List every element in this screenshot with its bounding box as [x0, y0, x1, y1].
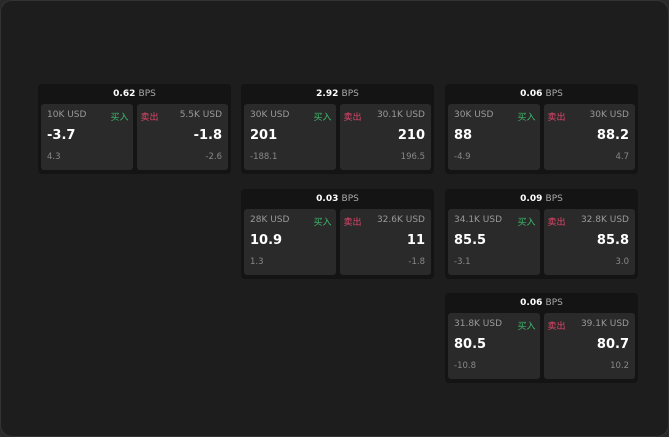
- sell-label: 卖出: [343, 218, 362, 228]
- buy-change: -10.8: [454, 361, 476, 371]
- buy-label: 买入: [517, 113, 536, 123]
- spread-value: 2.92: [316, 89, 339, 99]
- buy-change: 1.3: [250, 257, 264, 267]
- buy-price: 85.5: [454, 233, 487, 248]
- spread-value: 0.62: [113, 89, 136, 99]
- buy-button[interactable]: 34.1K USD 买入 85.5 -3.1: [448, 209, 540, 275]
- sell-price: 11: [406, 233, 425, 248]
- sell-change: -2.6: [205, 152, 222, 162]
- buy-quantity: 31.8K USD: [454, 319, 503, 329]
- sell-quantity: 32.8K USD: [580, 215, 629, 225]
- sell-button[interactable]: 卖出 30K USD 88.2 4.7: [543, 104, 635, 170]
- buy-button[interactable]: 28K USD 买入 10.9 1.3: [244, 209, 336, 275]
- sell-button[interactable]: 卖出 39.1K USD 80.7 10.2: [543, 313, 635, 379]
- sell-label: 卖出: [547, 113, 566, 123]
- buy-change: 4.3: [47, 152, 61, 162]
- buy-price: 88: [454, 128, 473, 143]
- buy-quantity: 30K USD: [250, 110, 290, 120]
- sell-button[interactable]: 卖出 30.1K USD 210 196.5: [339, 104, 431, 170]
- quote-card: 2.92 BPS 30K USD 买入 201 -188.1 卖出 30.1K …: [241, 84, 434, 174]
- sell-quantity: 30K USD: [589, 110, 629, 120]
- sell-price: 210: [397, 128, 425, 143]
- buy-change: -188.1: [250, 152, 278, 162]
- buy-quantity: 30K USD: [454, 110, 494, 120]
- sell-button[interactable]: 卖出 32.6K USD 11 -1.8: [339, 209, 431, 275]
- spread-header: 0.06 BPS: [445, 293, 638, 313]
- sell-price: -1.8: [193, 128, 222, 143]
- quote-card: 0.62 BPS 10K USD 买入 -3.7 4.3 卖出 5.5K USD…: [38, 84, 231, 174]
- buy-label: 买入: [517, 218, 536, 228]
- sell-quantity: 30.1K USD: [376, 110, 425, 120]
- buy-label: 买入: [313, 113, 332, 123]
- buy-button[interactable]: 30K USD 买入 88 -4.9: [448, 104, 540, 170]
- sell-price: 80.7: [596, 337, 629, 352]
- sell-label: 卖出: [343, 113, 362, 123]
- sell-change: 4.7: [615, 152, 629, 162]
- sell-label: 卖出: [140, 113, 159, 123]
- sell-label: 卖出: [547, 322, 566, 332]
- buy-price: 201: [250, 128, 278, 143]
- spread-value: 0.03: [316, 194, 339, 204]
- sell-change: -1.8: [408, 257, 425, 267]
- sell-price: 85.8: [596, 233, 629, 248]
- buy-button[interactable]: 31.8K USD 买入 80.5 -10.8: [448, 313, 540, 379]
- quote-card: 0.06 BPS 30K USD 买入 88 -4.9 卖出 30K USD 8…: [445, 84, 638, 174]
- buy-price: -3.7: [47, 128, 76, 143]
- buy-button[interactable]: 10K USD 买入 -3.7 4.3: [41, 104, 133, 170]
- buy-label: 买入: [313, 218, 332, 228]
- sell-label: 卖出: [547, 218, 566, 228]
- buy-price: 80.5: [454, 337, 487, 352]
- buy-quantity: 10K USD: [47, 110, 87, 120]
- sell-price: 88.2: [596, 128, 629, 143]
- spread-value: 0.06: [520, 89, 543, 99]
- buy-change: -4.9: [454, 152, 471, 162]
- sell-change: 10.2: [610, 361, 629, 371]
- buy-price: 10.9: [250, 233, 283, 248]
- spread-unit: BPS: [545, 298, 563, 308]
- spread-unit: BPS: [341, 89, 359, 99]
- buy-quantity: 34.1K USD: [454, 215, 503, 225]
- spread-header: 0.62 BPS: [38, 84, 231, 104]
- sell-quantity: 39.1K USD: [580, 319, 629, 329]
- spread-unit: BPS: [545, 194, 563, 204]
- sell-change: 196.5: [400, 152, 425, 162]
- buy-label: 买入: [110, 113, 129, 123]
- sell-button[interactable]: 卖出 5.5K USD -1.8 -2.6: [136, 104, 228, 170]
- spread-value: 0.09: [520, 194, 543, 204]
- buy-button[interactable]: 30K USD 买入 201 -188.1: [244, 104, 336, 170]
- spread-header: 2.92 BPS: [241, 84, 434, 104]
- spread-value: 0.06: [520, 298, 543, 308]
- sell-change: 3.0: [615, 257, 629, 267]
- buy-change: -3.1: [454, 257, 471, 267]
- buy-quantity: 28K USD: [250, 215, 290, 225]
- spread-header: 0.03 BPS: [241, 189, 434, 209]
- spread-header: 0.06 BPS: [445, 84, 638, 104]
- buy-label: 买入: [517, 322, 536, 332]
- quote-card: 0.03 BPS 28K USD 买入 10.9 1.3 卖出 32.6K US…: [241, 189, 434, 279]
- spread-header: 0.09 BPS: [445, 189, 638, 209]
- spread-unit: BPS: [138, 89, 156, 99]
- sell-button[interactable]: 卖出 32.8K USD 85.8 3.0: [543, 209, 635, 275]
- spread-unit: BPS: [545, 89, 563, 99]
- spread-unit: BPS: [341, 194, 359, 204]
- sell-quantity: 5.5K USD: [179, 110, 222, 120]
- sell-quantity: 32.6K USD: [376, 215, 425, 225]
- quote-card: 0.06 BPS 31.8K USD 买入 80.5 -10.8 卖出 39.1…: [445, 293, 638, 383]
- quote-card: 0.09 BPS 34.1K USD 买入 85.5 -3.1 卖出 32.8K…: [445, 189, 638, 279]
